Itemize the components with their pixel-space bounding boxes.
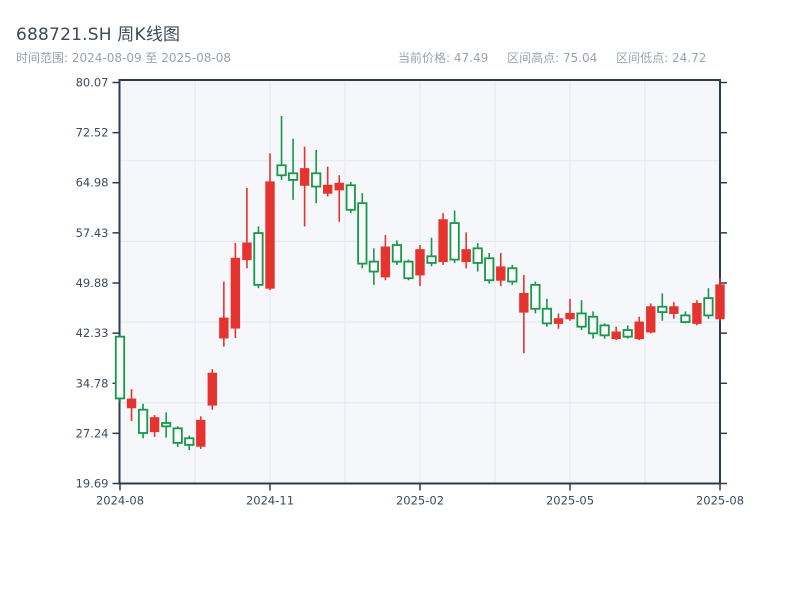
period-low-label: 区间低点: [616,51,669,65]
period-low-value: 24.72 [672,51,707,65]
y-tick-label: 72.52 [76,126,109,140]
candle-2025-08-08 [715,278,725,321]
candle-2025-04-18 [530,281,541,314]
candle-2024-12-13 [322,166,333,197]
candle-2024-11-29 [299,146,310,227]
y-tick-label: 80.07 [76,76,109,90]
candle-2024-10-18 [230,243,241,338]
period-high-stat: 区间高点: 75.04 [507,51,597,65]
candle-2025-02-28 [449,210,460,263]
period-high-value: 75.04 [562,51,598,65]
candle-2024-11-08 [265,153,275,291]
current-price-value: 47.49 [453,51,489,65]
x-tick-label: 2025-08 [696,494,744,508]
candle-2025-06-06 [611,326,621,340]
candle-2024-08-09 [114,334,126,403]
candle-2025-05-30 [599,323,610,339]
candle-2024-09-20 [184,435,195,451]
candle-2024-08-30 [149,415,160,437]
candle-2024-08-23 [137,403,149,439]
candle-2024-11-01 [253,226,264,289]
candle-2024-09-27 [196,416,206,449]
candle-2025-02-21 [438,213,448,265]
page-title: 688721.SH 周K线图 [16,25,181,45]
y-tick-label: 27.24 [76,426,109,440]
current-price-label: 当前价格: [398,51,451,65]
candle-2025-03-07 [461,232,471,269]
y-axis: 80.07 72.52 64.98 57.43 49.88 42.33 34.78 27.24… [76,76,727,491]
candle-2025-01-03 [357,193,368,269]
candle-2025-01-17 [380,235,391,281]
candle-2025-01-10 [368,248,379,285]
candle-2025-03-28 [496,252,506,287]
candle-2024-10-25 [242,187,252,269]
candle-2025-02-14 [426,237,437,267]
candle-2024-08-16 [126,389,137,422]
candle-2025-03-14 [472,243,483,272]
candle-2025-07-04 [657,293,668,321]
candle-2025-05-23 [587,311,599,339]
candles [114,115,725,451]
y-tick-label: 34.78 [76,376,109,390]
candle-2024-09-06 [161,412,172,438]
candle-2024-10-11 [219,281,229,347]
period-low-stat: 区间低点: 24.72 [616,51,706,65]
x-tick-label: 2025-02 [396,494,444,508]
candle-2025-07-18 [680,311,691,324]
y-tick-label: 57.43 [76,226,109,240]
current-price-stat: 当前价格: 47.49 [398,51,488,65]
y-tick-label: 49.88 [76,276,109,290]
y-tick-label: 19.69 [76,477,109,491]
candle-2025-05-09 [565,298,575,321]
candle-2025-02-07 [415,245,425,287]
candle-2025-03-21 [484,252,495,284]
period-high-label: 区间高点: [507,51,560,65]
candle-2025-01-31 [403,259,414,281]
candle-2024-12-06 [311,150,322,204]
candle-2025-07-11 [669,302,679,319]
candle-2024-12-27 [345,181,356,214]
candle-2024-11-15 [276,115,287,180]
candle-2025-08-01 [703,288,714,319]
x-axis: 2024-08 2024-11 2025-02 2025-05 2025-08 [96,483,744,508]
candle-2025-06-20 [634,316,644,340]
x-tick-label: 2024-08 [96,494,144,508]
candle-2024-12-20 [334,175,344,222]
y-tick-label: 64.98 [76,176,109,190]
candle-2024-10-04 [207,369,218,410]
x-tick-label: 2024-11 [246,494,294,508]
candle-2025-07-25 [692,300,702,326]
candle-2025-04-25 [541,298,553,327]
candle-2025-05-16 [576,300,587,331]
x-tick-label: 2025-05 [546,494,594,508]
candle-2025-06-13 [622,325,633,339]
time-range-label: 时间范围: 2024-08-09 至 2025-08-08 [16,51,231,65]
price-stats: 当前价格: 47.49 区间高点: 75.04 区间低点: 24.72 [398,49,706,66]
candle-2025-04-11 [519,274,529,354]
candle-2025-01-24 [391,240,403,265]
candle-2024-09-13 [172,426,183,447]
y-tick-label: 42.33 [76,326,109,340]
candle-2025-06-27 [646,303,656,334]
candle-2025-05-02 [553,313,564,329]
candle-2024-11-22 [287,138,299,200]
candle-2025-04-04 [507,264,518,285]
